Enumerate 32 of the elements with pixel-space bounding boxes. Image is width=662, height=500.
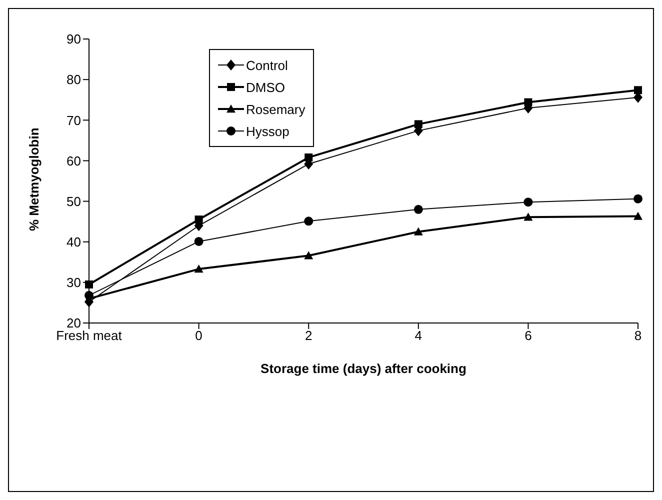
y-tick-label: 70 <box>66 112 81 128</box>
point <box>414 204 423 214</box>
y-tick-label: 50 <box>66 194 81 209</box>
point <box>524 212 533 221</box>
x-tick-label: 8 <box>634 328 642 344</box>
point <box>304 251 314 260</box>
x-axis-title: Storage time (days) after cooking <box>260 361 466 376</box>
legend-label: Rosemary <box>246 102 306 116</box>
y-tick-label: 60 <box>66 153 81 168</box>
legend-label: Hyssop <box>246 124 290 138</box>
y-axis-title: % Metmyoglobin <box>26 128 42 231</box>
y-tick-label: 20 <box>66 316 81 331</box>
y-tick-label: 80 <box>66 72 81 88</box>
y-tick-label: 40 <box>66 234 81 250</box>
point <box>634 194 642 204</box>
point <box>194 264 204 273</box>
point <box>194 236 204 246</box>
point <box>85 280 93 288</box>
point <box>414 227 423 236</box>
x-tick-label: 4 <box>414 328 422 344</box>
point <box>634 86 642 94</box>
x-tick-label: 6 <box>524 328 532 344</box>
legend-label: DMSO <box>246 80 285 94</box>
x-tick-label: Fresh meat <box>56 328 122 344</box>
point <box>304 216 314 226</box>
point <box>524 198 533 207</box>
point <box>634 212 642 220</box>
y-tick-label: 90 <box>66 32 81 47</box>
legend-label: Control <box>246 58 288 72</box>
x-tick-label: 2 <box>304 328 312 344</box>
x-tick-label: 0 <box>195 328 202 344</box>
y-tick-label: 30 <box>66 275 81 290</box>
